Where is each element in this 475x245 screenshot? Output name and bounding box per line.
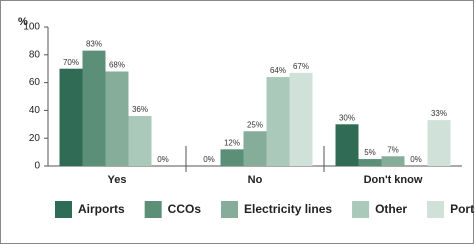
y-tick-label: 100 [23, 22, 40, 33]
value-label: 36% [132, 105, 148, 114]
value-label: 33% [431, 109, 447, 118]
y-tick-label: 20 [29, 133, 41, 144]
bar [59, 68, 83, 166]
legend-label: CCOs [168, 202, 202, 216]
value-label: 5% [364, 148, 376, 157]
legend-swatch [352, 201, 370, 218]
bar [105, 71, 129, 166]
bar [335, 124, 359, 166]
value-label: 68% [109, 61, 125, 70]
x-tick-label: Yes [108, 174, 127, 186]
value-label: 12% [224, 138, 240, 147]
value-label: 25% [247, 120, 263, 129]
legend-swatch [221, 201, 239, 218]
y-tick-label: 0 [34, 161, 40, 172]
legend-swatch [427, 201, 445, 218]
bar [82, 50, 106, 166]
value-label: 70% [63, 58, 79, 67]
bar [289, 72, 313, 166]
legend-label: Other [375, 202, 407, 216]
bar [220, 149, 244, 166]
bar [266, 77, 290, 166]
legend-label: Electricity lines [244, 202, 332, 216]
y-axis-label: % [18, 16, 28, 28]
value-label: 83% [86, 40, 102, 49]
y-tick-label: 60 [29, 77, 41, 88]
y-tick-label: 40 [29, 105, 41, 116]
value-label: 7% [387, 145, 399, 154]
value-label: 30% [339, 113, 355, 122]
value-label: 0% [410, 155, 422, 164]
value-label: 64% [270, 66, 286, 75]
x-tick-label: Don't know [364, 174, 423, 186]
bar [128, 115, 152, 166]
value-label: 0% [157, 155, 169, 164]
bar [381, 156, 405, 166]
bar [358, 159, 382, 166]
bar [427, 120, 451, 166]
legend-label: Ports [450, 202, 475, 216]
legend-swatch [55, 201, 72, 218]
bar [243, 131, 267, 166]
value-label: 67% [293, 62, 309, 71]
value-label: 0% [203, 155, 215, 164]
legend-label: Airports [78, 202, 125, 216]
legend-swatch [144, 201, 162, 218]
x-tick-label: No [248, 174, 263, 186]
y-tick-label: 80 [29, 49, 41, 60]
